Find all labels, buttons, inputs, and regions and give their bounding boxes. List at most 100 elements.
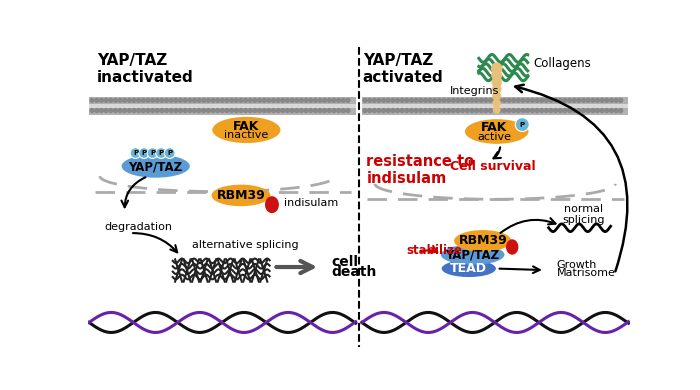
Circle shape	[494, 108, 497, 112]
Circle shape	[272, 98, 275, 102]
Circle shape	[489, 108, 492, 112]
Circle shape	[512, 98, 516, 102]
Circle shape	[328, 108, 331, 112]
Circle shape	[193, 108, 197, 112]
Circle shape	[508, 98, 511, 102]
Circle shape	[248, 108, 252, 112]
Text: Matrisome: Matrisome	[556, 268, 615, 278]
Circle shape	[549, 98, 553, 102]
Circle shape	[155, 98, 159, 102]
Circle shape	[174, 98, 178, 102]
Circle shape	[577, 98, 581, 102]
Circle shape	[220, 98, 224, 102]
Circle shape	[258, 98, 262, 102]
Circle shape	[290, 98, 294, 102]
Circle shape	[414, 98, 418, 102]
Circle shape	[206, 108, 210, 112]
Circle shape	[414, 108, 418, 112]
Circle shape	[470, 108, 474, 112]
Circle shape	[461, 98, 465, 102]
Circle shape	[281, 98, 285, 102]
Circle shape	[164, 108, 169, 112]
Circle shape	[484, 98, 488, 102]
Circle shape	[150, 98, 155, 102]
Circle shape	[328, 98, 331, 102]
Circle shape	[419, 98, 423, 102]
Circle shape	[540, 98, 544, 102]
Text: death: death	[332, 266, 377, 279]
Text: FAK: FAK	[481, 121, 508, 134]
Circle shape	[466, 108, 469, 112]
Circle shape	[531, 108, 534, 112]
Circle shape	[244, 108, 248, 112]
Text: inactive: inactive	[224, 130, 269, 140]
Circle shape	[202, 108, 206, 112]
Text: P: P	[133, 150, 138, 156]
Circle shape	[155, 148, 167, 158]
Circle shape	[286, 108, 289, 112]
Circle shape	[438, 108, 441, 112]
Circle shape	[545, 98, 548, 102]
Circle shape	[178, 108, 183, 112]
Circle shape	[372, 108, 376, 112]
Circle shape	[493, 106, 500, 114]
Circle shape	[118, 108, 122, 112]
Circle shape	[605, 108, 609, 112]
Circle shape	[267, 108, 271, 112]
Text: degradation: degradation	[104, 222, 173, 232]
Circle shape	[206, 98, 210, 102]
Circle shape	[164, 98, 169, 102]
Circle shape	[442, 108, 446, 112]
Circle shape	[568, 108, 571, 112]
Circle shape	[614, 108, 618, 112]
Circle shape	[90, 108, 94, 112]
Circle shape	[433, 98, 437, 102]
Circle shape	[127, 98, 132, 102]
Circle shape	[461, 108, 465, 112]
Circle shape	[382, 98, 386, 102]
Circle shape	[230, 98, 234, 102]
Circle shape	[346, 98, 350, 102]
Circle shape	[596, 108, 599, 112]
Circle shape	[234, 98, 238, 102]
Circle shape	[521, 98, 525, 102]
Circle shape	[377, 98, 381, 102]
Circle shape	[146, 98, 150, 102]
Circle shape	[183, 98, 187, 102]
Circle shape	[475, 98, 479, 102]
Circle shape	[253, 98, 257, 102]
Circle shape	[216, 108, 220, 112]
Circle shape	[372, 98, 376, 102]
Circle shape	[400, 108, 404, 112]
Text: normal
splicing: normal splicing	[562, 204, 605, 225]
Circle shape	[619, 108, 622, 112]
Circle shape	[342, 98, 345, 102]
Circle shape	[239, 98, 243, 102]
Circle shape	[276, 98, 280, 102]
Circle shape	[559, 108, 562, 112]
Circle shape	[489, 98, 492, 102]
Circle shape	[139, 148, 150, 158]
Circle shape	[368, 98, 372, 102]
Bar	[362, 97, 629, 104]
Circle shape	[586, 108, 590, 112]
Ellipse shape	[212, 117, 281, 143]
Text: P: P	[159, 150, 164, 156]
Circle shape	[295, 98, 299, 102]
Circle shape	[346, 108, 350, 112]
Circle shape	[122, 98, 127, 102]
Circle shape	[619, 98, 622, 102]
Circle shape	[368, 108, 372, 112]
Text: YAP/TAZ
inactivated: YAP/TAZ inactivated	[97, 53, 193, 85]
Circle shape	[391, 98, 395, 102]
Circle shape	[447, 98, 451, 102]
Circle shape	[99, 108, 104, 112]
Circle shape	[234, 108, 238, 112]
Circle shape	[113, 108, 118, 112]
Bar	[362, 108, 629, 115]
Circle shape	[452, 98, 455, 102]
Text: indisulam: indisulam	[284, 198, 339, 208]
Circle shape	[183, 108, 187, 112]
Circle shape	[438, 98, 441, 102]
Circle shape	[424, 108, 427, 112]
